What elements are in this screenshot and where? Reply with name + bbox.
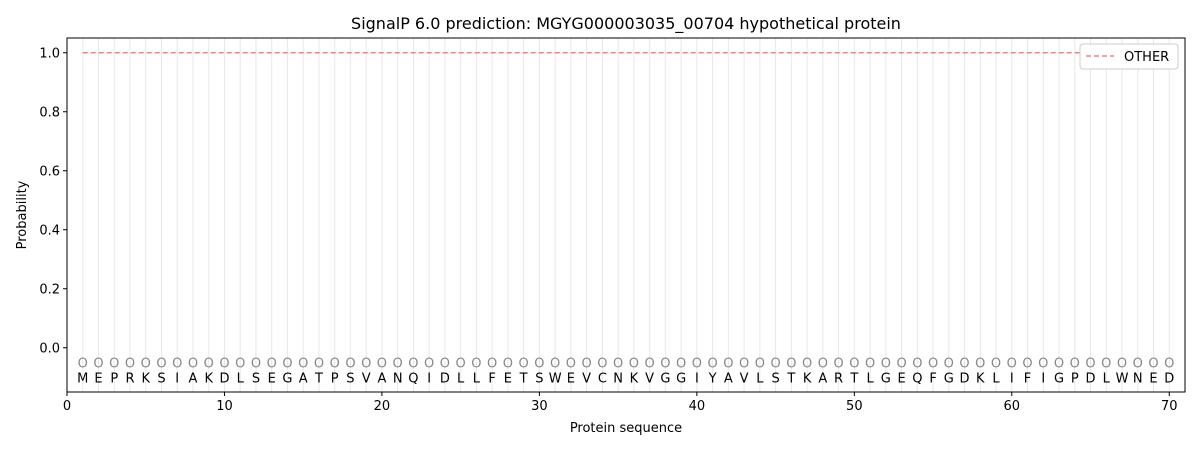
residue-sequence: MEPRKSIAKDLSEGATPSVANQIDLLFETSWEVCNKVGGI…: [77, 371, 1174, 386]
x-axis-label: Protein sequence: [570, 421, 682, 436]
region-marker: O: [660, 357, 670, 372]
region-marker: O: [928, 357, 938, 372]
region-marker: O: [172, 357, 182, 372]
x-tick-label: 70: [1161, 399, 1178, 414]
region-marker: O: [739, 357, 749, 372]
region-marker: O: [770, 357, 780, 372]
region-marker: O: [881, 357, 891, 372]
region-marker: O: [345, 357, 355, 372]
region-marker: O: [1133, 357, 1143, 372]
x-tick-label: 0: [63, 399, 71, 414]
region-marker: O: [597, 357, 607, 372]
chart-title: SignalP 6.0 prediction: MGYG000003035_00…: [351, 14, 901, 34]
region-marker: O: [267, 357, 277, 372]
y-tick-label: 0.2: [39, 282, 60, 297]
region-marker: O: [141, 357, 151, 372]
region-marker: O: [582, 357, 592, 372]
region-marker: O: [991, 357, 1001, 372]
region-marker: O: [692, 357, 702, 372]
region-marker: O: [503, 357, 513, 372]
region-marker: O: [1148, 357, 1158, 372]
region-marker: O: [786, 357, 796, 372]
region-marker: O: [519, 357, 529, 372]
region-marker: O: [818, 357, 828, 372]
region-marker: O: [755, 357, 765, 372]
region-marker: O: [282, 357, 292, 372]
region-marker: O: [156, 357, 166, 372]
region-marker: O: [975, 357, 985, 372]
region-marker: O: [676, 357, 686, 372]
region-marker: O: [440, 357, 450, 372]
region-marker: O: [125, 357, 135, 372]
region-marker: O: [219, 357, 229, 372]
region-marker: O: [944, 357, 954, 372]
y-tick-label: 0.6: [39, 164, 60, 179]
region-marker: O: [566, 357, 576, 372]
region-marker: O: [204, 357, 214, 372]
region-marker: O: [707, 357, 717, 372]
region-marker: O: [471, 357, 481, 372]
region-marker: O: [645, 357, 655, 372]
x-tick-label: 40: [689, 399, 706, 414]
y-tick-label: 0.4: [39, 223, 60, 238]
plot-frame: [66, 37, 1186, 393]
region-marker: O: [613, 357, 623, 372]
region-marker: O: [424, 357, 434, 372]
region-marker: O: [865, 357, 875, 372]
region-marker: O: [849, 357, 859, 372]
region-marker: O: [456, 357, 466, 372]
legend: OTHER: [1079, 43, 1179, 70]
region-marker: O: [251, 357, 261, 372]
region-marker: O: [408, 357, 418, 372]
region-marker: O: [1038, 357, 1048, 372]
region-marker: O: [361, 357, 371, 372]
region-marker: O: [393, 357, 403, 372]
x-tick-label: 20: [374, 399, 391, 414]
region-marker: O: [912, 357, 922, 372]
region-marker: O: [235, 357, 245, 372]
region-marker: O: [377, 357, 387, 372]
region-marker: O: [802, 357, 812, 372]
region-marker: O: [1101, 357, 1111, 372]
region-marker: O: [314, 357, 324, 372]
region-marker: O: [1164, 357, 1174, 372]
region-marker: O: [1117, 357, 1127, 372]
y-tick-label: 0.8: [39, 105, 60, 120]
region-marker: O: [959, 357, 969, 372]
y-tick-label: 1.0: [39, 46, 60, 61]
region-marker: O: [330, 357, 340, 372]
x-tick-label: 50: [846, 399, 863, 414]
region-marker: O: [78, 357, 88, 372]
x-tick-label: 30: [531, 399, 548, 414]
region-marker: O: [723, 357, 733, 372]
region-marker: O: [1085, 357, 1095, 372]
region-marker: O: [93, 357, 103, 372]
region-marker: O: [1022, 357, 1032, 372]
region-marker: O: [833, 357, 843, 372]
region-marker: O: [550, 357, 560, 372]
region-marker: O: [896, 357, 906, 372]
region-marker: O: [1070, 357, 1080, 372]
region-marker: O: [629, 357, 639, 372]
y-tick-label: 0.0: [39, 341, 60, 356]
legend-label-other: OTHER: [1124, 50, 1169, 65]
region-marker: O: [188, 357, 198, 372]
y-axis-label: Probability: [15, 180, 30, 249]
region-marker: O: [1054, 357, 1064, 372]
region-marker: O: [487, 357, 497, 372]
region-marker: O: [1007, 357, 1017, 372]
region-marker: O: [298, 357, 308, 372]
region-marker: O: [109, 357, 119, 372]
x-tick-label: 60: [1004, 399, 1021, 414]
x-tick-label: 10: [216, 399, 233, 414]
region-marker: O: [534, 357, 544, 372]
